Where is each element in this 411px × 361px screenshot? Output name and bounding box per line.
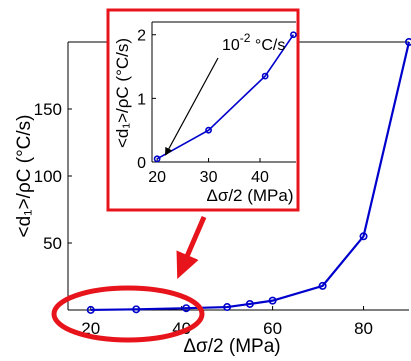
inset-y-tick-label: 2 [137, 28, 146, 45]
inset-y-ticks: 0 1 2 [137, 28, 156, 172]
inset-data-point [153, 155, 161, 163]
main-y-tick-label: 150 [34, 100, 62, 119]
inset-annotation-arrow [165, 57, 219, 156]
main-series-line [90, 41, 411, 312]
main-x-tick-label: 80 [354, 319, 373, 338]
inset-plot-series [153, 31, 297, 163]
main-y-axis-label: <d₁>/ρC (°C/s) [14, 114, 35, 237]
main-data-point [245, 299, 254, 308]
inset-y-tick-label: 1 [137, 91, 146, 108]
highlight-ellipse [51, 285, 205, 343]
inset-annotation: 10-2 °C/s [222, 31, 285, 54]
inset-annotation-base: 10 [222, 37, 240, 54]
main-data-point [405, 38, 411, 46]
highlight-arrow [176, 216, 207, 280]
main-data-point [86, 305, 95, 314]
main-data-point [359, 232, 368, 241]
inset-x-axis-label: Δσ/2 (MPa) [206, 186, 293, 205]
main-data-point [268, 296, 277, 305]
main-data-point [132, 305, 141, 314]
main-y-tick-label: 50 [43, 234, 62, 253]
main-x-tick-label: 60 [263, 319, 282, 338]
inset-data-point [261, 72, 269, 80]
inset-annotation-exponent: -2 [240, 31, 251, 45]
inset-data-point [290, 31, 297, 39]
main-y-ticks: 50 100 150 [34, 100, 72, 253]
inset-x-ticks: 20 30 40 [148, 158, 269, 186]
main-data-point [318, 281, 327, 290]
main-data-point [182, 304, 191, 313]
inset-series-line [156, 34, 295, 160]
main-y-tick-label: 100 [34, 167, 62, 186]
inset-y-axis-label: <d₁>/ρC (°C/s) [113, 38, 132, 148]
main-x-axis-label: Δσ/2 (MPa) [183, 336, 280, 357]
main-data-point [223, 303, 232, 312]
inset-x-tick-label: 20 [148, 169, 166, 186]
inset-data-point [205, 126, 212, 134]
main-plot-series [86, 38, 411, 314]
inset-frame [106, 8, 300, 212]
inset-annotation-unit: °C/s [250, 37, 285, 54]
inset-y-tick-label: 0 [137, 155, 146, 172]
inset-axes [151, 21, 296, 163]
inset-x-tick-label: 40 [251, 169, 269, 186]
inset-x-tick-label: 30 [200, 169, 218, 186]
